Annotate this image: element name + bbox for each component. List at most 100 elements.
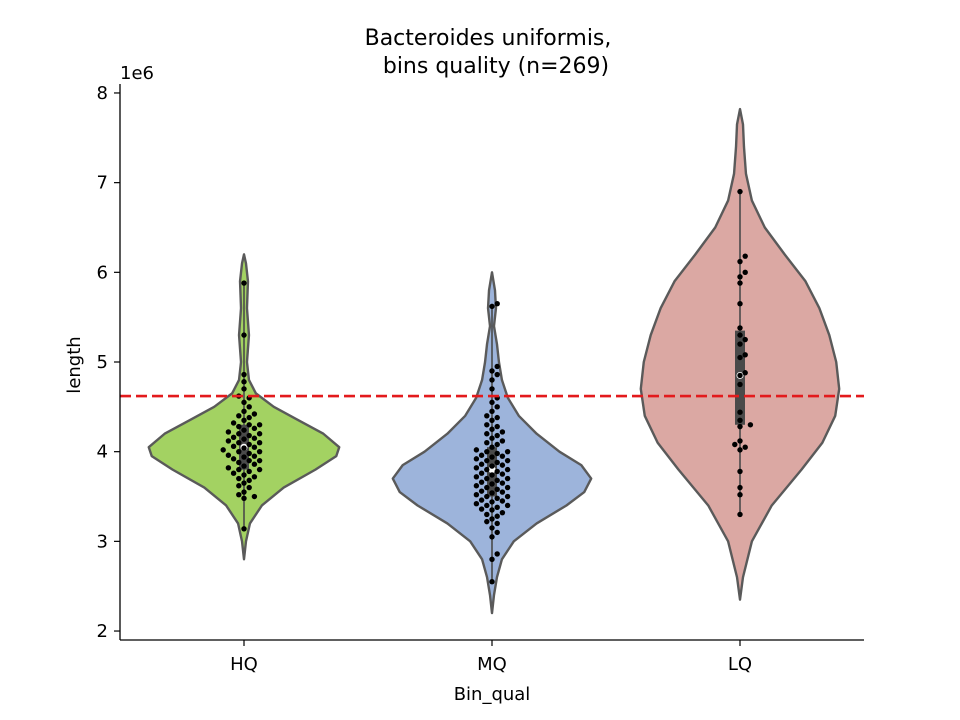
y-tick-label: 7 — [97, 173, 108, 194]
point-hq — [241, 445, 247, 451]
point-hq — [251, 493, 258, 500]
point-mq — [494, 520, 500, 527]
point-lq — [742, 370, 748, 376]
point-hq — [241, 495, 247, 502]
point-mq — [494, 432, 500, 439]
point-mq — [489, 435, 495, 441]
point-hq — [246, 484, 252, 491]
point-mq — [494, 450, 500, 457]
point-hq — [241, 489, 247, 495]
point-lq — [737, 417, 743, 423]
point-mq — [494, 477, 500, 484]
y-tick-label: 8 — [97, 83, 108, 104]
point-hq — [236, 459, 242, 466]
point-hq — [236, 475, 242, 482]
point-lq — [737, 423, 743, 430]
point-hq — [230, 456, 237, 462]
point-mq — [499, 429, 506, 435]
point-hq — [241, 463, 247, 469]
point-hq — [236, 413, 242, 419]
point-hq — [230, 420, 237, 426]
point-mq — [494, 504, 500, 510]
chart-title: Bacteroides uniformis, bins quality (n=2… — [365, 26, 612, 79]
point-mq — [499, 453, 506, 459]
point-mq — [473, 474, 480, 480]
point-mq — [489, 499, 495, 505]
point-hq — [225, 429, 232, 435]
point-mq — [499, 471, 506, 477]
point-mq — [504, 466, 511, 473]
y-tick-label: 4 — [97, 442, 108, 463]
point-mq — [494, 529, 500, 536]
point-lq — [737, 438, 743, 444]
point-mq — [494, 441, 500, 448]
point-mq — [489, 377, 495, 383]
point-mq — [484, 448, 490, 455]
point-mq — [489, 507, 495, 513]
point-hq — [256, 422, 263, 428]
point-lq — [737, 484, 743, 491]
y-tick-label: 6 — [97, 262, 108, 283]
point-mq — [489, 417, 495, 423]
y-tick-label: 3 — [97, 531, 108, 552]
point-mq — [504, 502, 511, 509]
point-mq — [489, 481, 495, 487]
chart-title-line-1: Bacteroides uniformis, — [365, 26, 612, 51]
point-lq — [737, 325, 743, 331]
point-mq — [484, 457, 490, 464]
point-mq — [489, 386, 495, 392]
point-lq — [737, 258, 743, 265]
point-mq — [484, 431, 490, 437]
point-mq — [484, 518, 490, 525]
point-hq — [256, 457, 263, 464]
point-lq — [737, 492, 743, 498]
point-hq — [220, 447, 226, 453]
point-mq — [494, 468, 500, 475]
point-lq — [737, 381, 743, 388]
point-mq — [489, 490, 495, 496]
point-mq — [484, 475, 490, 482]
point-mq — [484, 466, 490, 473]
point-hq — [241, 417, 247, 423]
x-ticks: HQ MQ LQ — [230, 640, 752, 675]
point-mq — [484, 493, 490, 500]
point-mq — [484, 502, 490, 509]
x-tick-label-hq: HQ — [230, 654, 258, 675]
point-hq — [241, 280, 247, 286]
point-lq — [742, 352, 748, 358]
point-hq — [251, 474, 258, 480]
x-tick-label-mq: MQ — [477, 654, 507, 675]
point-hq — [241, 399, 247, 406]
point-hq — [251, 411, 258, 417]
point-hq — [241, 386, 247, 392]
point-mq — [494, 513, 500, 519]
point-hq — [230, 470, 237, 476]
point-hq — [236, 492, 242, 498]
point-mq — [484, 422, 490, 428]
point-hq — [246, 414, 252, 421]
point-hq — [241, 472, 247, 478]
point-mq — [484, 511, 490, 518]
point-mq — [478, 479, 485, 485]
point-mq — [489, 472, 495, 478]
point-lq — [747, 422, 754, 428]
point-mq — [478, 452, 485, 458]
point-hq — [230, 443, 237, 449]
point-hq — [256, 431, 263, 437]
point-hq — [256, 466, 263, 473]
point-mq — [484, 440, 490, 446]
point-mq — [499, 498, 506, 504]
point-hq — [236, 440, 242, 446]
point-mq — [499, 509, 506, 516]
point-lq — [737, 468, 743, 475]
point-mq — [489, 525, 495, 531]
point-lq — [742, 269, 748, 276]
point-hq — [251, 425, 258, 432]
point-mq — [484, 413, 490, 419]
x-axis-label: Bin_qual — [454, 684, 531, 705]
point-mq — [473, 456, 480, 462]
point-hq — [256, 448, 263, 455]
y-offset-label: 1e6 — [120, 63, 154, 84]
point-hq — [246, 450, 252, 457]
